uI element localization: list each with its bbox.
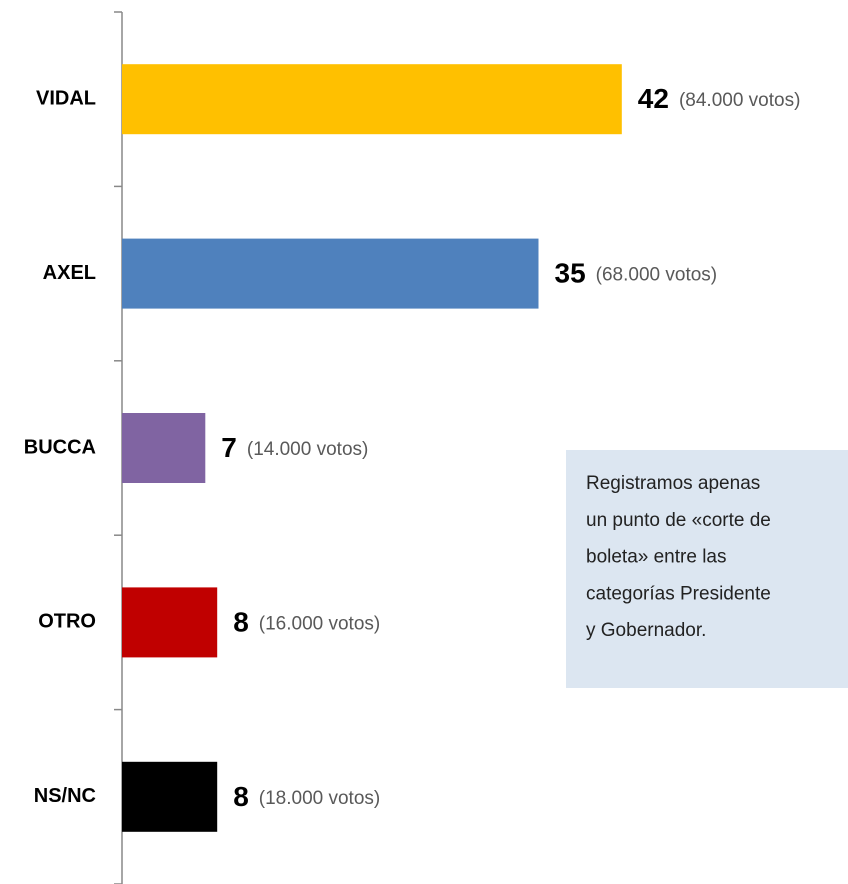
value-number: 8 bbox=[233, 607, 249, 638]
value-label: 35 (68.000 votos) bbox=[555, 258, 718, 289]
bar bbox=[122, 64, 622, 135]
bar bbox=[122, 587, 218, 658]
vote-count: (68.000 votos) bbox=[596, 265, 717, 286]
category-label: VIDAL bbox=[36, 87, 96, 109]
bar bbox=[122, 761, 218, 832]
annotation-line: boleta» entre las bbox=[586, 547, 727, 568]
vote-count: (14.000 votos) bbox=[247, 439, 368, 460]
value-label: 8 (18.000 votos) bbox=[233, 781, 380, 812]
vote-count: (18.000 votos) bbox=[259, 788, 380, 809]
bar bbox=[122, 413, 206, 483]
value-label: 42 (84.000 votos) bbox=[638, 84, 801, 115]
annotation-box bbox=[566, 450, 848, 688]
value-number: 42 bbox=[638, 84, 669, 115]
value-number: 8 bbox=[233, 781, 249, 812]
category-label: BUCCA bbox=[24, 436, 96, 458]
bar bbox=[122, 238, 539, 309]
category-label: NS/NC bbox=[34, 785, 96, 807]
annotation-line: categorías Presidente bbox=[586, 583, 771, 604]
value-number: 35 bbox=[555, 258, 586, 289]
value-label: 7 (14.000 votos) bbox=[221, 432, 368, 463]
vote-count: (84.000 votos) bbox=[679, 90, 800, 111]
annotation-line: y Gobernador. bbox=[586, 620, 706, 641]
value-number: 7 bbox=[221, 432, 237, 463]
annotation-line: un punto de «corte de bbox=[586, 510, 771, 531]
annotation-line: Registramos apenas bbox=[586, 473, 760, 494]
category-label: OTRO bbox=[38, 611, 96, 633]
category-label: AXEL bbox=[43, 262, 96, 284]
value-label: 8 (16.000 votos) bbox=[233, 607, 380, 638]
vote-count: (16.000 votos) bbox=[259, 613, 380, 634]
